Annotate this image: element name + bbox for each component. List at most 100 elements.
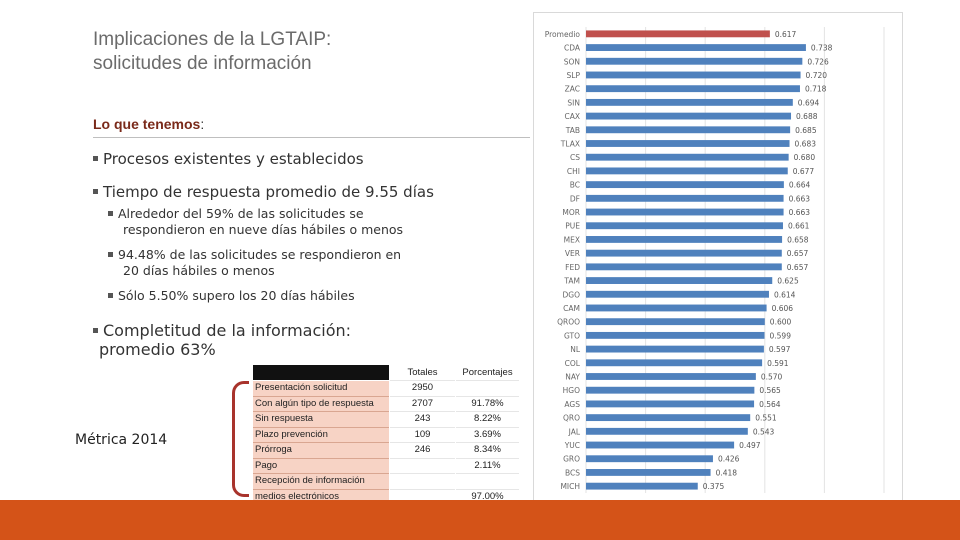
- value-label: 0.657: [787, 249, 809, 258]
- category-label: HGO: [563, 386, 580, 395]
- category-label: NAY: [565, 373, 580, 382]
- table-pct-column: Porcentajes 91.78% 8.22% 3.69% 8.34% 2.11% 9…: [456, 365, 519, 505]
- value-label: 0.726: [807, 57, 829, 66]
- divider: [93, 137, 530, 138]
- value-label: 0.663: [789, 208, 811, 217]
- bar: [586, 469, 711, 476]
- bullet-tiempo: Tiempo de respuesta promedio de 9.55 día…: [93, 183, 434, 201]
- category-label: SIN: [567, 98, 580, 107]
- category-label: TLAX: [560, 140, 580, 149]
- table-row-label: Sin respuesta: [253, 412, 389, 428]
- porcentajes-header: Porcentajes: [456, 365, 519, 381]
- table-row-pct: [456, 474, 519, 490]
- subheading: Lo que tenemos:: [93, 116, 204, 132]
- category-label: GTO: [564, 331, 580, 340]
- table-row-pct: 3.69%: [456, 428, 519, 443]
- bar: [586, 181, 784, 189]
- subheading-colon: :: [200, 116, 205, 132]
- bar: [586, 318, 765, 326]
- subbullet-550-text: Sólo 5.50% supero los 20 días hábiles: [118, 288, 355, 303]
- bar: [586, 373, 756, 380]
- category-label: CAX: [564, 112, 580, 121]
- category-label: DF: [570, 194, 580, 203]
- bar: [586, 71, 801, 79]
- value-label: 0.564: [759, 400, 781, 409]
- bullet-completitud-line2: promedio 63%: [99, 340, 216, 359]
- table-row-label: Recepción de información: [253, 474, 389, 490]
- subbullet-9448-line1: 94.48% de las solicitudes se respondiero…: [118, 247, 402, 262]
- category-label: QRO: [563, 414, 580, 423]
- value-label: 0.688: [796, 112, 818, 121]
- bar: [586, 304, 767, 312]
- value-label: 0.375: [703, 482, 725, 491]
- table-labels: Presentación solicitud Con algún tipo de …: [253, 381, 389, 505]
- subbullet-9448-line2: 20 días hábiles o menos: [123, 263, 275, 278]
- bar: [586, 85, 800, 93]
- footer-bar: [0, 500, 960, 540]
- bar: [586, 57, 803, 65]
- value-label: 0.570: [761, 373, 783, 382]
- category-label: CS: [570, 153, 580, 162]
- table-row-label: Presentación solicitud: [253, 381, 389, 397]
- value-label: 0.657: [787, 263, 809, 272]
- bar-chart: 0.0000.2000.4000.6000.8001.000Promedio0.…: [533, 12, 903, 519]
- bar: [586, 414, 751, 422]
- square-bullet-icon: [93, 328, 98, 333]
- bar: [586, 222, 783, 230]
- value-label: 0.683: [795, 140, 817, 149]
- bullet-procesos-text: Procesos existentes y establecidos: [103, 150, 364, 168]
- table-row-total: [390, 474, 455, 490]
- category-label: BCS: [565, 468, 580, 477]
- table-row-pct: [456, 381, 519, 397]
- category-label: AGS: [564, 400, 580, 409]
- value-label: 0.597: [769, 345, 791, 354]
- value-label: 0.663: [789, 194, 811, 203]
- value-label: 0.677: [793, 167, 815, 176]
- square-bullet-icon: [108, 252, 113, 257]
- category-label: TAM: [563, 277, 580, 286]
- bar: [586, 345, 764, 353]
- table-row-pct: 2.11%: [456, 459, 519, 474]
- value-label: 0.664: [789, 181, 811, 190]
- bullet-completitud-line1: Completitud de la información:: [103, 321, 352, 340]
- bar: [586, 249, 782, 257]
- bracket: [232, 381, 249, 497]
- bar: [586, 290, 769, 298]
- bar: [586, 441, 735, 449]
- value-label: 0.658: [787, 235, 809, 244]
- bar: [586, 263, 782, 271]
- subbullet-9448: 94.48% de las solicitudes se respondiero…: [108, 247, 401, 279]
- bar: [586, 427, 748, 435]
- category-label: VER: [565, 249, 580, 258]
- table-row-total: [390, 459, 455, 474]
- table-row-label: Con algún tipo de respuesta: [253, 397, 389, 412]
- bar: [586, 386, 755, 394]
- bar: [586, 455, 713, 463]
- bar: [586, 167, 788, 175]
- bar: [586, 194, 784, 202]
- bar: [586, 208, 784, 216]
- category-label: MOR: [562, 208, 580, 217]
- table-totals-column: Totales 2950 2707 243 109 246: [390, 365, 455, 505]
- value-label: 0.606: [772, 304, 794, 313]
- category-label: QROO: [557, 318, 580, 327]
- slide-title: Implicaciones de la LGTAIP: solicitudes …: [93, 28, 473, 76]
- bar: [586, 400, 755, 408]
- category-label: GRO: [563, 455, 580, 464]
- bar: [586, 126, 791, 134]
- table-row-pct: 8.22%: [456, 412, 519, 428]
- category-label: COL: [565, 359, 581, 368]
- table-row-total: 109: [390, 428, 455, 443]
- table-header-blank: [253, 365, 389, 380]
- slide-title-line1: Implicaciones de la LGTAIP:: [93, 29, 332, 50]
- table-row-label: Plazo prevención: [253, 428, 389, 443]
- value-label: 0.565: [759, 386, 781, 395]
- category-label: Promedio: [545, 30, 581, 39]
- value-label: 0.738: [811, 44, 833, 53]
- bar: [586, 98, 793, 106]
- bar: [586, 112, 792, 120]
- square-bullet-icon: [108, 293, 113, 298]
- bar: [586, 359, 763, 367]
- category-label: NL: [570, 345, 581, 354]
- square-bullet-icon: [93, 156, 98, 161]
